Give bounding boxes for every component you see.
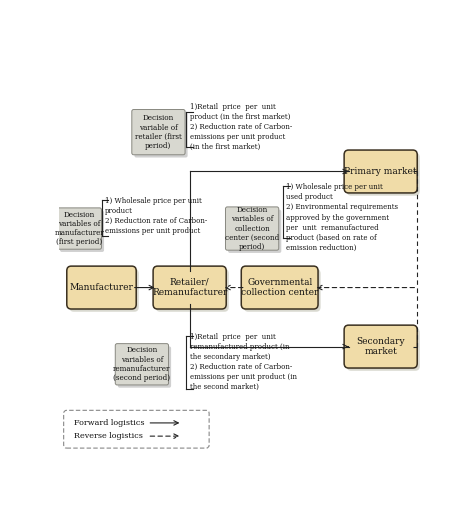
- Text: Forward logistics: Forward logistics: [74, 419, 145, 427]
- FancyBboxPatch shape: [118, 346, 171, 388]
- FancyBboxPatch shape: [69, 269, 139, 312]
- FancyBboxPatch shape: [344, 325, 417, 368]
- Text: Decision
variable of
retailer (first
period): Decision variable of retailer (first per…: [135, 114, 182, 150]
- FancyBboxPatch shape: [346, 328, 420, 371]
- Text: Decision
variables of
remanufacturer
(second period): Decision variables of remanufacturer (se…: [113, 346, 171, 382]
- Text: Secondary
market: Secondary market: [356, 337, 405, 356]
- Text: 1) Wholesale price per unit
product
2) Reduction rate of Carbon-
emissions per u: 1) Wholesale price per unit product 2) R…: [105, 197, 208, 236]
- Text: Primary market: Primary market: [345, 167, 417, 176]
- FancyBboxPatch shape: [115, 343, 169, 385]
- Text: Governmental
collection center: Governmental collection center: [241, 278, 319, 297]
- Text: Decision
variables of
manufacturer
(first period): Decision variables of manufacturer (firs…: [55, 211, 104, 246]
- Text: 1)Retail  price  per  unit
product (in the first market)
2) Reduction rate of Ca: 1)Retail price per unit product (in the …: [190, 103, 292, 151]
- Text: 1) Wholesale price per unit
used product
2) Environmental requirements
approved : 1) Wholesale price per unit used product…: [286, 183, 398, 252]
- FancyBboxPatch shape: [57, 208, 101, 249]
- Text: Decision
variables of
collection
center (second
period): Decision variables of collection center …: [225, 206, 279, 251]
- Text: Reverse logistics: Reverse logistics: [74, 432, 143, 440]
- FancyBboxPatch shape: [60, 211, 104, 252]
- FancyBboxPatch shape: [344, 150, 417, 193]
- FancyBboxPatch shape: [132, 109, 185, 155]
- FancyBboxPatch shape: [67, 266, 136, 309]
- FancyBboxPatch shape: [134, 112, 188, 157]
- Text: Manufacturer: Manufacturer: [70, 283, 134, 292]
- Text: Retailer/
Remanufacturer: Retailer/ Remanufacturer: [152, 278, 228, 297]
- FancyBboxPatch shape: [64, 410, 209, 448]
- Text: 1)Retail  price  per  unit
remanufactured product (in
the secondary market)
2) R: 1)Retail price per unit remanufactured p…: [190, 333, 297, 391]
- FancyBboxPatch shape: [241, 266, 318, 309]
- FancyBboxPatch shape: [228, 210, 281, 253]
- FancyBboxPatch shape: [155, 269, 229, 312]
- FancyBboxPatch shape: [226, 207, 279, 250]
- FancyBboxPatch shape: [244, 269, 320, 312]
- FancyBboxPatch shape: [153, 266, 226, 309]
- FancyBboxPatch shape: [346, 153, 420, 196]
